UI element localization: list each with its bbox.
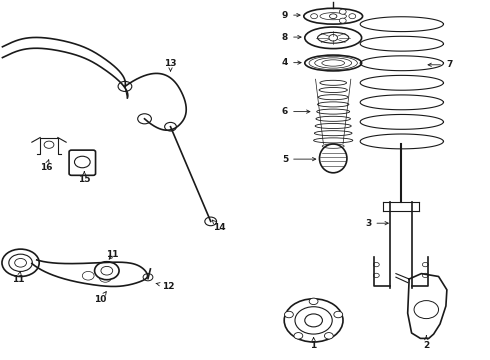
Circle shape: [9, 254, 32, 271]
Circle shape: [349, 14, 356, 19]
Circle shape: [99, 274, 111, 282]
Text: 14: 14: [212, 220, 226, 232]
Circle shape: [334, 311, 343, 318]
Circle shape: [324, 333, 333, 339]
Circle shape: [294, 333, 303, 339]
Text: 12: 12: [156, 282, 174, 291]
Text: 1: 1: [311, 338, 317, 350]
Circle shape: [311, 14, 318, 19]
Text: 11: 11: [12, 271, 25, 284]
Text: 11: 11: [106, 251, 119, 259]
Text: 3: 3: [365, 219, 388, 228]
Circle shape: [285, 311, 294, 318]
Circle shape: [95, 262, 119, 280]
Circle shape: [309, 298, 318, 305]
Circle shape: [339, 18, 346, 23]
Text: 10: 10: [94, 292, 107, 304]
Text: 9: 9: [282, 10, 300, 19]
Text: 15: 15: [78, 172, 91, 184]
Text: 8: 8: [282, 32, 301, 41]
Polygon shape: [408, 274, 447, 338]
Text: 4: 4: [282, 58, 301, 67]
Text: 16: 16: [40, 160, 52, 172]
Text: 2: 2: [423, 336, 429, 350]
Text: 7: 7: [428, 60, 452, 69]
Circle shape: [82, 271, 94, 280]
Circle shape: [295, 307, 332, 334]
Circle shape: [2, 249, 39, 276]
Circle shape: [143, 274, 153, 281]
Text: 13: 13: [164, 58, 177, 71]
Circle shape: [339, 9, 346, 14]
Polygon shape: [32, 260, 147, 287]
Text: 5: 5: [282, 154, 316, 163]
Circle shape: [284, 299, 343, 342]
Text: 6: 6: [282, 107, 310, 116]
